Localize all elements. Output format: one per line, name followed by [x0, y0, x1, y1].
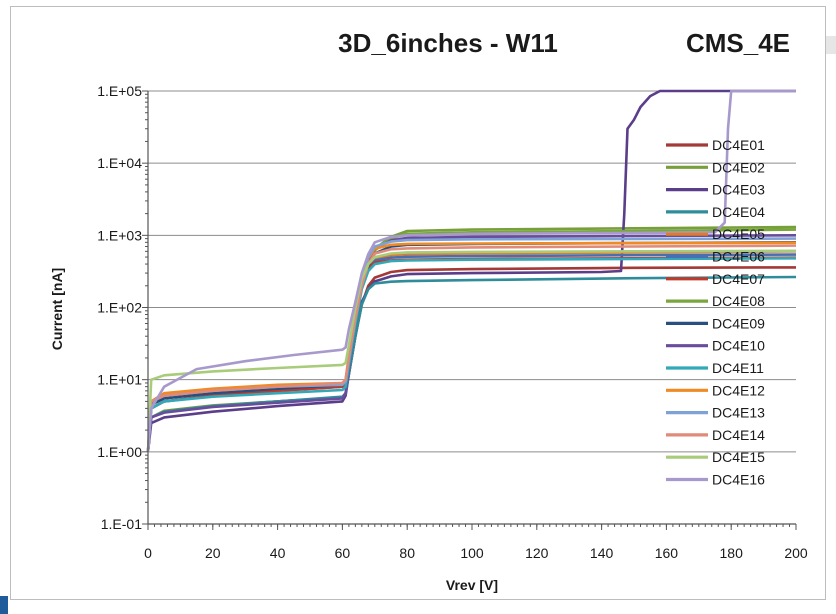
x-tick-label: 160	[655, 545, 679, 561]
series-line-dc4e04	[146, 275, 797, 452]
y-axis-label: Current [nA]	[49, 268, 65, 350]
legend-label: DC4E06	[712, 249, 765, 265]
series-line-dc4e01	[146, 266, 797, 452]
series-line-dc4e06	[146, 253, 797, 452]
legend: DC4E01 DC4E02 DC4E03 DC4E04 DC4E05 DC4E06 DC4E…	[666, 137, 765, 488]
x-axis-label: Vrev [V]	[446, 577, 498, 593]
x-tick-label: 140	[590, 545, 614, 561]
legend-label: DC4E02	[712, 159, 765, 175]
legend-label: DC4E07	[712, 271, 765, 287]
scrollbar-stub	[826, 36, 836, 54]
legend-label: DC4E05	[712, 226, 765, 242]
chart-frame	[10, 6, 826, 600]
x-tick-label: 180	[720, 545, 744, 561]
x-tick-label: 20	[205, 545, 221, 561]
legend-label: DC4E14	[712, 427, 765, 443]
chart-title: 3D_6inches - W11	[338, 28, 558, 58]
legend-label: DC4E15	[712, 449, 765, 465]
series-line-dc4e16	[146, 89, 796, 452]
x-tick-label: 100	[460, 545, 484, 561]
series-line-dc4e15	[146, 249, 797, 452]
legend-label: DC4E08	[712, 293, 765, 309]
legend-label: DC4E09	[712, 315, 765, 331]
legend-label: DC4E16	[712, 472, 765, 488]
series-line-dc4e03	[146, 89, 796, 452]
y-tick-label: 1.E+02	[97, 300, 142, 316]
slide-accent-bar	[0, 596, 8, 614]
x-tick-label: 80	[399, 545, 415, 561]
series-layer	[146, 89, 797, 452]
x-tick-label: 60	[335, 545, 351, 561]
x-tick-label: 0	[144, 545, 152, 561]
series-line-dc4e07	[146, 256, 797, 452]
y-tick-label: 1.E+05	[97, 83, 142, 99]
legend-label: DC4E04	[712, 204, 765, 220]
x-tick-label: 40	[270, 545, 286, 561]
x-tick-label: 120	[525, 545, 549, 561]
legend-label: DC4E12	[712, 382, 765, 398]
legend-label: DC4E01	[712, 137, 765, 153]
x-tick-label: 200	[784, 545, 808, 561]
axes-layer: 1.E-01 1.E+00 1.E+01 1.E+02 1.E+03 1.E+04 1.E+…	[97, 83, 808, 561]
y-tick-label: 1.E+00	[97, 444, 142, 460]
series-line-dc4e08	[146, 228, 797, 452]
y-tick-label: 1.E+04	[97, 155, 142, 171]
legend-label: DC4E13	[712, 405, 765, 421]
y-tick-label: 1.E-01	[101, 516, 142, 532]
series-line-dc4e14	[146, 244, 797, 452]
legend-label: DC4E10	[712, 338, 765, 354]
legend-label: DC4E11	[712, 360, 764, 376]
series-line-dc4e11	[146, 256, 797, 452]
y-tick-label: 1.E+01	[97, 372, 142, 388]
y-tick-label: 1.E+03	[97, 227, 142, 243]
legend-label: DC4E03	[712, 182, 765, 198]
chart-subtitle: CMS_4E	[686, 28, 790, 58]
